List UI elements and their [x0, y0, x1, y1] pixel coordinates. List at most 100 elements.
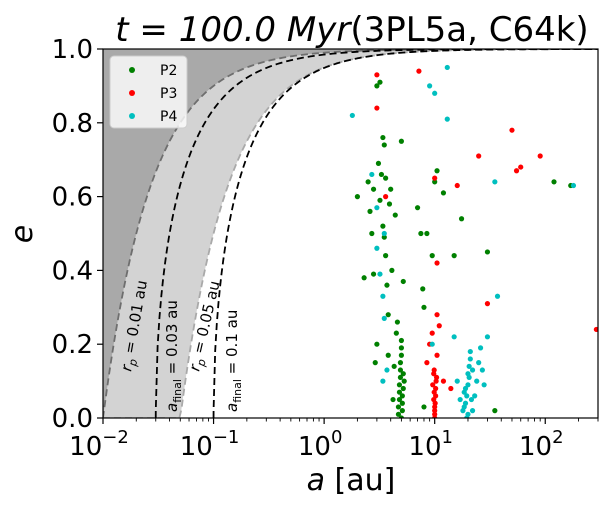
point-p4-14	[429, 341, 435, 347]
point-p2-11	[380, 134, 386, 141]
afinal-0.03-label: afinal = 0.03 au	[163, 300, 184, 412]
point-p4-30	[467, 356, 473, 362]
point-p2-58	[432, 179, 438, 185]
point-p2-60	[440, 190, 447, 196]
point-p2-25	[392, 212, 398, 218]
point-p4-8	[380, 378, 386, 384]
point-p2-5	[370, 186, 377, 192]
point-p3-16	[433, 393, 439, 399]
point-p3-15	[432, 400, 438, 406]
point-p3-20	[431, 367, 437, 373]
point-p4-27	[465, 382, 471, 388]
point-p4-17	[457, 396, 463, 403]
point-p4-44	[570, 182, 577, 189]
point-p2-39	[398, 345, 404, 351]
point-p2-40	[398, 337, 404, 344]
point-p4-12	[444, 64, 450, 71]
point-p2-32	[396, 396, 403, 403]
point-p2-2	[365, 179, 371, 185]
point-p4-21	[462, 385, 469, 392]
point-p2-18	[385, 312, 391, 318]
point-p2-56	[424, 230, 430, 237]
y-tick-label: 0.0	[52, 404, 93, 434]
point-p3-11	[432, 408, 438, 414]
point-p3-35	[593, 326, 598, 333]
point-p4-32	[467, 348, 473, 355]
point-p3-27	[448, 385, 454, 392]
point-p3-4	[424, 360, 430, 366]
point-p3-24	[434, 352, 440, 358]
point-p2-24	[391, 363, 397, 369]
point-p4-31	[468, 396, 475, 403]
point-p2-37	[397, 360, 404, 366]
point-p2-36	[397, 367, 404, 373]
x-tick-label: 10−1	[180, 427, 240, 462]
point-p4-13	[444, 116, 450, 122]
point-p2-61	[451, 253, 457, 259]
point-p4-33	[469, 367, 476, 373]
point-p2-64	[492, 408, 498, 414]
legend-label-p2: P2	[160, 63, 177, 79]
point-p2-59	[434, 168, 440, 174]
point-p4-6	[381, 230, 387, 237]
legend-marker-p2	[129, 67, 135, 73]
point-p2-50	[394, 319, 400, 325]
point-p2-6	[372, 360, 378, 366]
point-p2-62	[458, 216, 465, 222]
point-p4-0	[349, 112, 355, 119]
point-p4-22	[462, 400, 469, 406]
point-p2-1	[361, 275, 367, 281]
light-region	[103, 49, 598, 418]
point-p3-1	[374, 105, 380, 111]
legend: P2 P3 P4	[109, 55, 188, 129]
point-p3-30	[484, 301, 491, 307]
point-p2-44	[400, 385, 406, 392]
point-p2-54	[421, 304, 427, 310]
point-p3-31	[509, 127, 515, 133]
legend-label-p4: P4	[160, 109, 177, 125]
legend-box	[109, 55, 188, 129]
y-axis-label: e	[5, 225, 40, 243]
point-p3-0	[374, 72, 380, 78]
point-p2-47	[401, 378, 407, 384]
point-p4-42	[492, 179, 498, 185]
point-p4-2	[374, 205, 380, 211]
point-p4-10	[427, 83, 433, 89]
point-p2-9	[377, 197, 383, 203]
x-ticks: 10−2 10−1 100 101 102	[69, 418, 599, 462]
y-ticks: 0.0 0.2 0.4 0.6 0.8 1.0	[52, 35, 103, 434]
point-p2-45	[400, 371, 406, 377]
point-p2-46	[398, 415, 404, 418]
point-p4-41	[484, 334, 491, 340]
y-tick-label: 0.4	[52, 256, 93, 286]
x-tick-label: 102	[519, 427, 564, 462]
point-p2-14	[381, 234, 387, 240]
point-p2-48	[400, 278, 406, 285]
x-tick-label: 101	[408, 427, 453, 462]
point-p2-42	[399, 400, 405, 406]
point-p2-17	[384, 282, 390, 288]
point-p4-43	[494, 293, 501, 299]
point-p4-28	[466, 374, 472, 381]
point-p2-52	[418, 230, 424, 237]
point-p2-33	[396, 389, 403, 395]
point-p2-55	[421, 404, 427, 410]
point-p3-32	[513, 168, 520, 174]
point-p2-30	[395, 411, 402, 417]
point-p4-16	[454, 378, 460, 384]
legend-marker-p4	[129, 113, 135, 119]
point-p3-26	[440, 378, 447, 384]
point-p4-7	[381, 315, 387, 321]
point-p2-26	[393, 330, 399, 336]
point-p4-36	[474, 378, 480, 384]
point-p3-8	[430, 382, 436, 388]
point-p3-34	[537, 153, 543, 159]
point-p4-4	[377, 271, 383, 277]
point-p3-21	[434, 260, 440, 266]
chart-title: t = 100.0 Myr(3PL5a, C64k)	[115, 10, 588, 50]
point-p2-57	[429, 253, 435, 259]
point-p2-0	[354, 194, 361, 200]
point-p3-12	[432, 411, 438, 417]
point-p2-23	[390, 396, 396, 403]
point-p4-15	[451, 334, 457, 340]
